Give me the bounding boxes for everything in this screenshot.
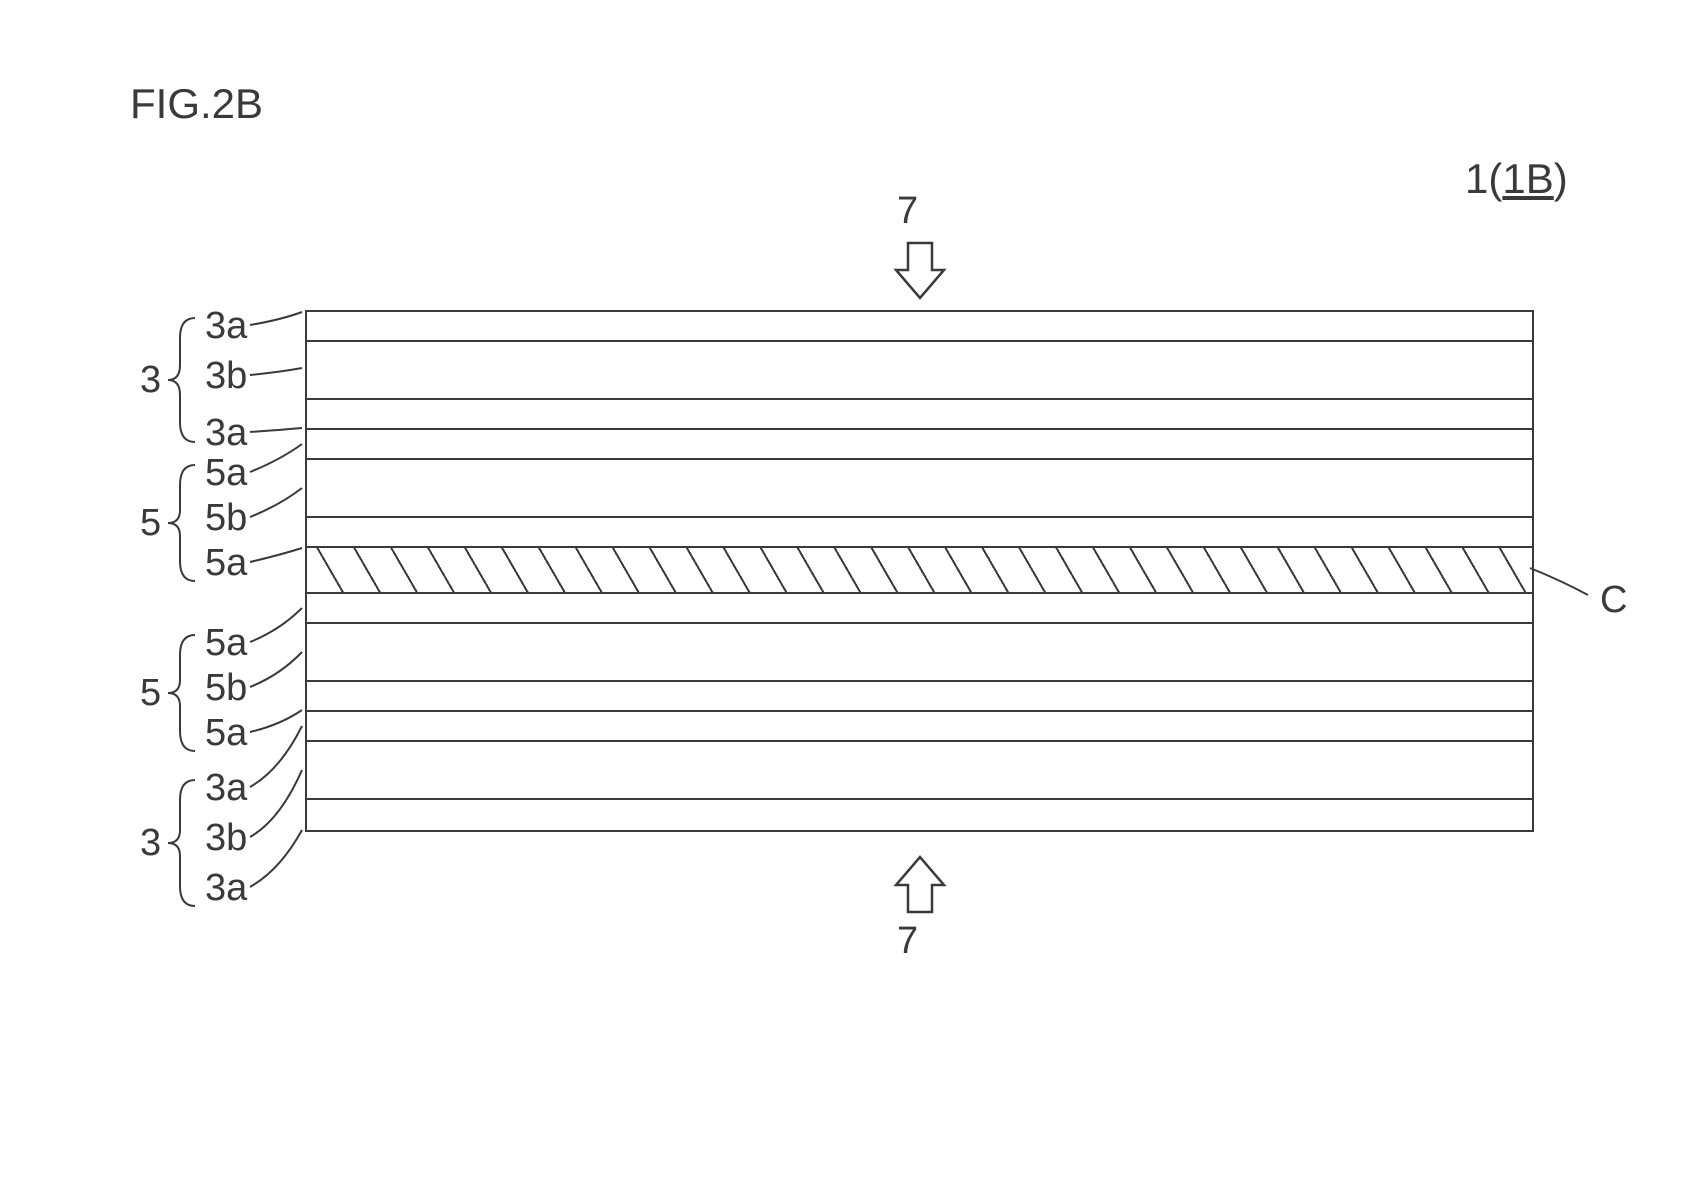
arrow-bottom-label: 7 bbox=[897, 920, 918, 963]
sublabel: 5a bbox=[205, 622, 248, 664]
sublabel: 5a bbox=[205, 542, 248, 584]
labels-overlay: 3a 3b 3a 3 5a 5b 5a 5 C 5a 5b 5a 5 bbox=[40, 40, 1640, 1140]
sublabel: 3a bbox=[205, 305, 248, 347]
group-label: 5 bbox=[140, 672, 161, 714]
right-label-c: C bbox=[1600, 579, 1627, 621]
sublabel: 5b bbox=[205, 497, 247, 539]
sublabel: 3b bbox=[205, 355, 247, 397]
group-label: 5 bbox=[140, 502, 161, 544]
sublabel: 5a bbox=[205, 452, 248, 494]
sublabel: 5b bbox=[205, 667, 247, 709]
sublabel: 5a bbox=[205, 712, 248, 754]
sublabel: 3a bbox=[205, 867, 248, 909]
sublabel: 3b bbox=[205, 817, 247, 859]
group-label: 3 bbox=[140, 359, 161, 401]
sublabel: 3a bbox=[205, 412, 248, 454]
sublabel: 3a bbox=[205, 767, 248, 809]
arrow-up-icon bbox=[890, 850, 950, 915]
group-label: 3 bbox=[140, 822, 161, 864]
